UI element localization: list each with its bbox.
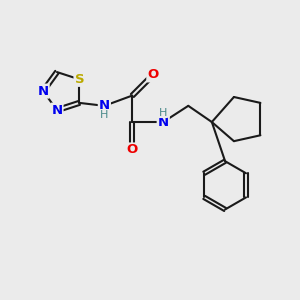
Text: O: O [127, 143, 138, 157]
Text: N: N [51, 104, 62, 117]
Text: S: S [74, 73, 84, 86]
Text: N: N [158, 116, 169, 128]
Text: H: H [100, 110, 109, 120]
Text: N: N [99, 99, 110, 112]
Text: H: H [159, 108, 167, 118]
Text: N: N [38, 85, 49, 98]
Text: O: O [147, 68, 159, 81]
